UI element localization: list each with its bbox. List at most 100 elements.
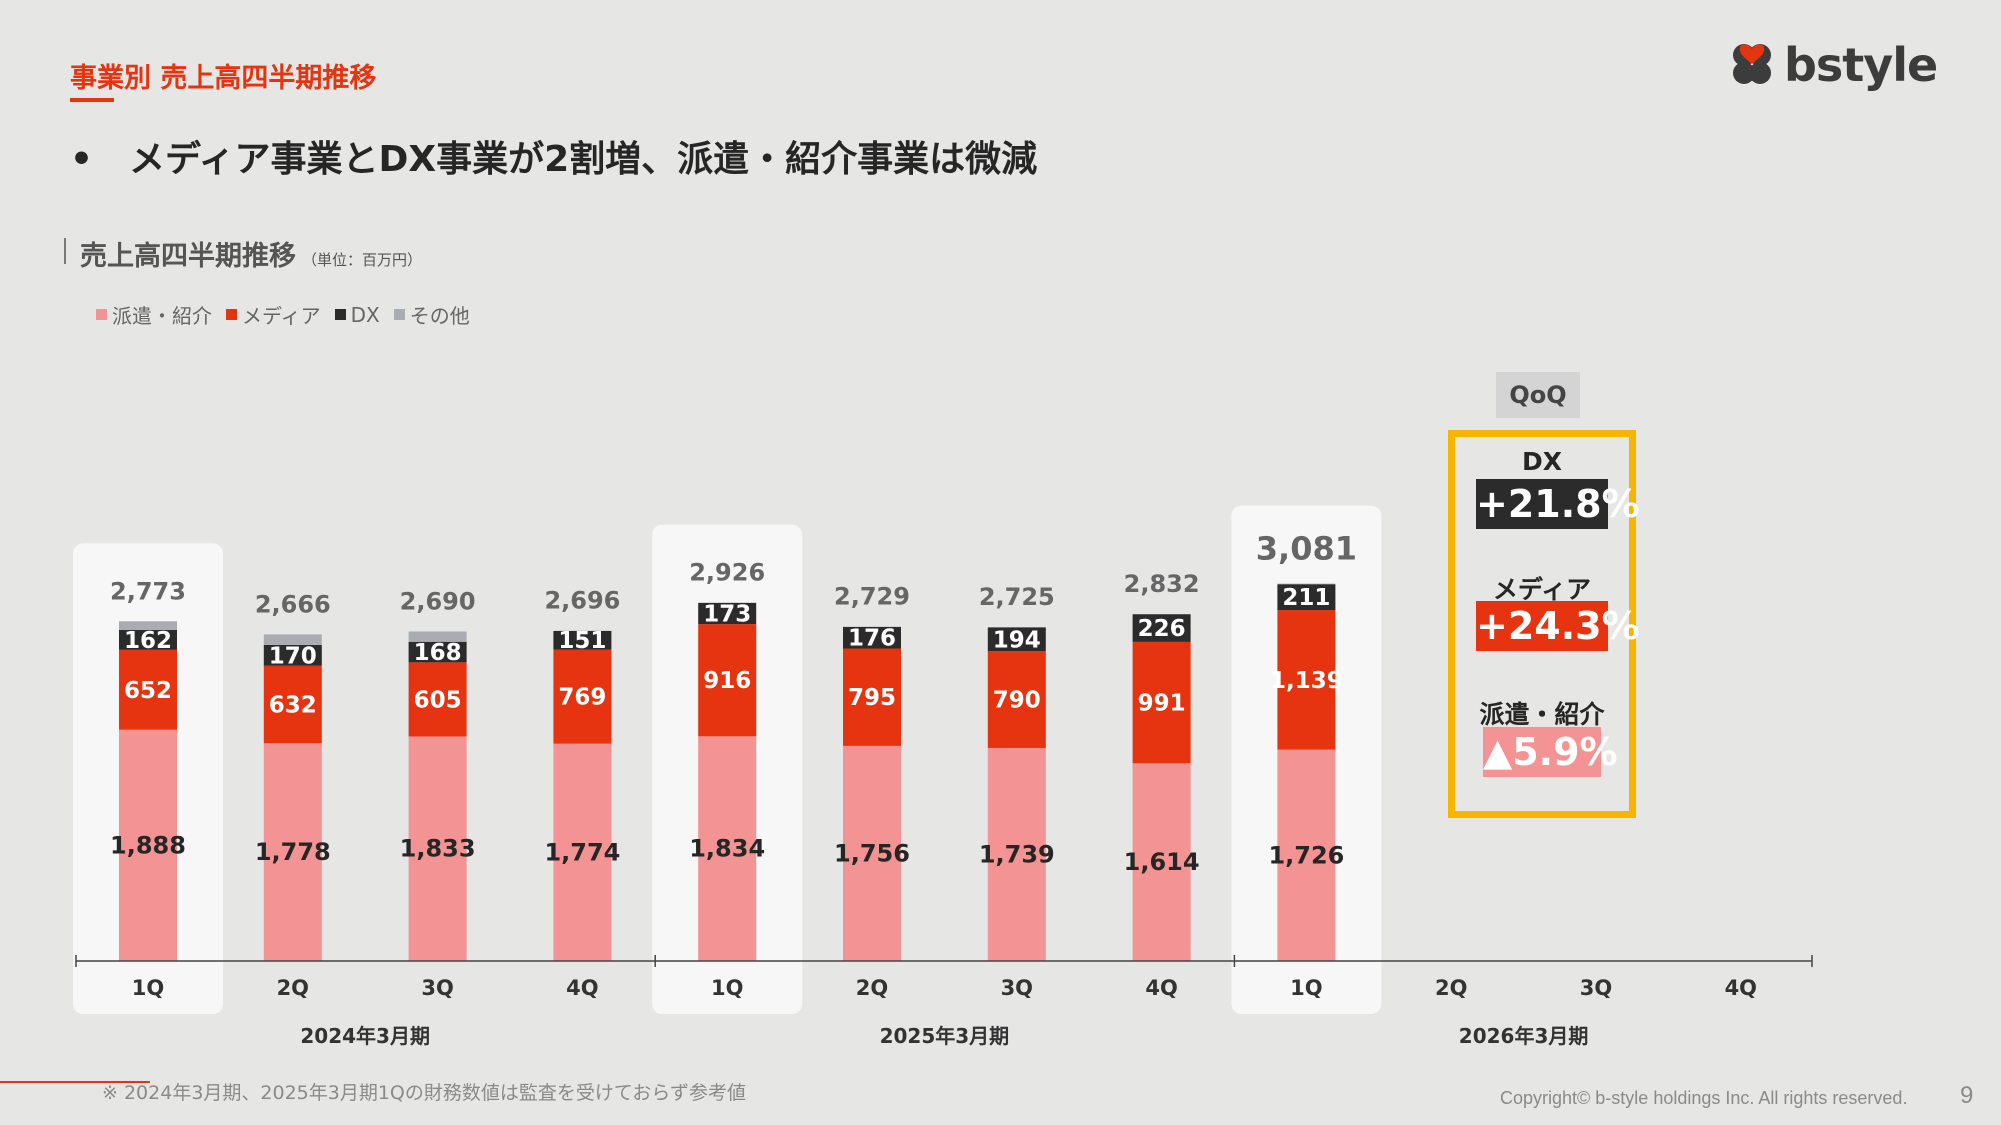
clover-heart-icon — [1733, 44, 1771, 84]
x-group-label: 2026年3月期 — [1459, 1024, 1589, 1048]
x-tick-label: 3Q — [1001, 976, 1033, 1000]
chart-title-text: 売上高四半期推移 — [80, 241, 296, 272]
bar-segment — [1277, 610, 1336, 750]
data-label: 1,774 — [544, 838, 620, 866]
section-title: 事業別 売上高四半期推移 — [70, 63, 377, 94]
legend-swatch — [96, 309, 107, 320]
logo-text: bstyle — [1784, 38, 1938, 92]
data-label: 1,739 — [979, 840, 1055, 868]
bar-segment — [263, 634, 322, 645]
x-tick-label: 4Q — [566, 976, 598, 1000]
total-label: 3,081 — [1256, 530, 1357, 568]
data-label: 173 — [703, 602, 751, 628]
data-label: 1,888 — [110, 831, 186, 859]
bar-segment — [408, 641, 467, 663]
bar-segment — [553, 630, 612, 650]
data-label: 795 — [848, 685, 896, 711]
section-title-underline — [70, 98, 114, 102]
bar-segment — [263, 743, 322, 961]
subtitle-bar — [64, 238, 66, 264]
bar-segment — [698, 602, 757, 625]
bar-segment — [263, 644, 322, 666]
bar-segment — [119, 630, 177, 650]
x-tick-label: 2Q — [856, 976, 888, 1000]
bar-segment — [119, 621, 177, 631]
data-label: 632 — [269, 692, 317, 718]
bar-segment — [1277, 583, 1336, 585]
data-label: 605 — [414, 687, 462, 713]
data-label: 1,778 — [255, 838, 331, 866]
x-tick-label: 1Q — [711, 976, 743, 1000]
qoq-label-media: メディア — [1492, 575, 1592, 604]
x-tick-label: 4Q — [1145, 976, 1177, 1000]
qoq-value-haken: ▲5.9% — [1483, 727, 1618, 777]
bar-segment — [987, 627, 1046, 652]
footnote-line — [0, 1081, 150, 1083]
legend-item: その他 — [393, 300, 470, 329]
legend-item: メディア — [226, 300, 321, 329]
bar-segment — [553, 743, 612, 961]
legend-item: 派遣・紹介 — [96, 300, 212, 329]
data-label: 226 — [1138, 616, 1186, 642]
legend-swatch — [226, 309, 237, 320]
page-number: 9 — [1960, 1082, 1974, 1109]
data-label: 211 — [1282, 585, 1330, 611]
data-label: 1,833 — [400, 835, 476, 863]
data-label: 1,614 — [1124, 848, 1200, 876]
total-label: 2,729 — [834, 583, 910, 611]
legend-label: メディア — [242, 304, 321, 328]
x-tick-label: 3Q — [1580, 976, 1612, 1000]
total-label: 2,666 — [255, 590, 331, 618]
data-label: 769 — [558, 685, 606, 711]
bar-segment — [843, 648, 901, 746]
qoq-value-dx: +21.8% — [1476, 479, 1640, 529]
chart-title: 売上高四半期推移 （単位：百万円） — [80, 234, 422, 273]
bar-segment — [1132, 614, 1191, 642]
total-label: 2,926 — [689, 559, 765, 587]
bar-segment — [1132, 641, 1191, 764]
data-label: 151 — [558, 628, 606, 654]
qoq-box: DX +21.8% メディア +24.3% 派遣・紹介 ▲5.9% — [1448, 430, 1640, 818]
data-label: 1,756 — [834, 839, 910, 867]
bar-segment — [553, 649, 612, 744]
data-label: 194 — [993, 627, 1041, 653]
legend-label: その他 — [409, 304, 470, 328]
total-label: 2,832 — [1124, 570, 1200, 598]
legend-item: DX — [334, 300, 380, 329]
bar-segment — [1132, 763, 1191, 961]
x-tick-label: 1Q — [1290, 976, 1322, 1000]
qoq-label-haken: 派遣・紹介 — [1479, 700, 1605, 729]
x-group-label: 2024年3月期 — [300, 1024, 430, 1048]
data-label: 170 — [269, 643, 317, 669]
x-tick-label: 4Q — [1725, 976, 1757, 1000]
chart-unit: （単位：百万円） — [302, 251, 423, 269]
footnote: ※ 2024年3月期、2025年3月期1Qの財務数値は監査を受けておらず参考値 — [102, 1082, 746, 1104]
x-tick-label: 2Q — [277, 976, 309, 1000]
legend-swatch — [393, 309, 405, 320]
bar-segment — [843, 626, 901, 649]
bar-segment — [698, 624, 757, 737]
bar-segment — [987, 747, 1046, 961]
x-tick-label: 3Q — [421, 976, 453, 1000]
bar-segment — [1277, 584, 1336, 611]
data-label: 168 — [414, 640, 462, 666]
legend-swatch — [334, 309, 346, 320]
legend-label: 派遣・紹介 — [112, 304, 212, 328]
data-label: 991 — [1138, 691, 1186, 717]
total-label: 2,725 — [979, 583, 1055, 611]
data-label: 790 — [993, 688, 1041, 714]
data-label: 652 — [124, 678, 172, 704]
bar-segment — [263, 665, 322, 744]
total-label: 2,696 — [544, 587, 620, 615]
bar-segment — [987, 651, 1046, 748]
x-group-label: 2025年3月期 — [880, 1024, 1010, 1048]
copyright: Copyright© b-style holdings Inc. All rig… — [1500, 1088, 1908, 1108]
total-label: 2,773 — [110, 577, 186, 605]
bar-segment — [408, 631, 467, 642]
bar-segment — [843, 745, 901, 961]
data-label: 1,726 — [1268, 841, 1344, 869]
x-tick-label: 1Q — [132, 976, 164, 1000]
data-label: 176 — [848, 626, 896, 652]
qoq-value-media: +24.3% — [1476, 601, 1640, 651]
